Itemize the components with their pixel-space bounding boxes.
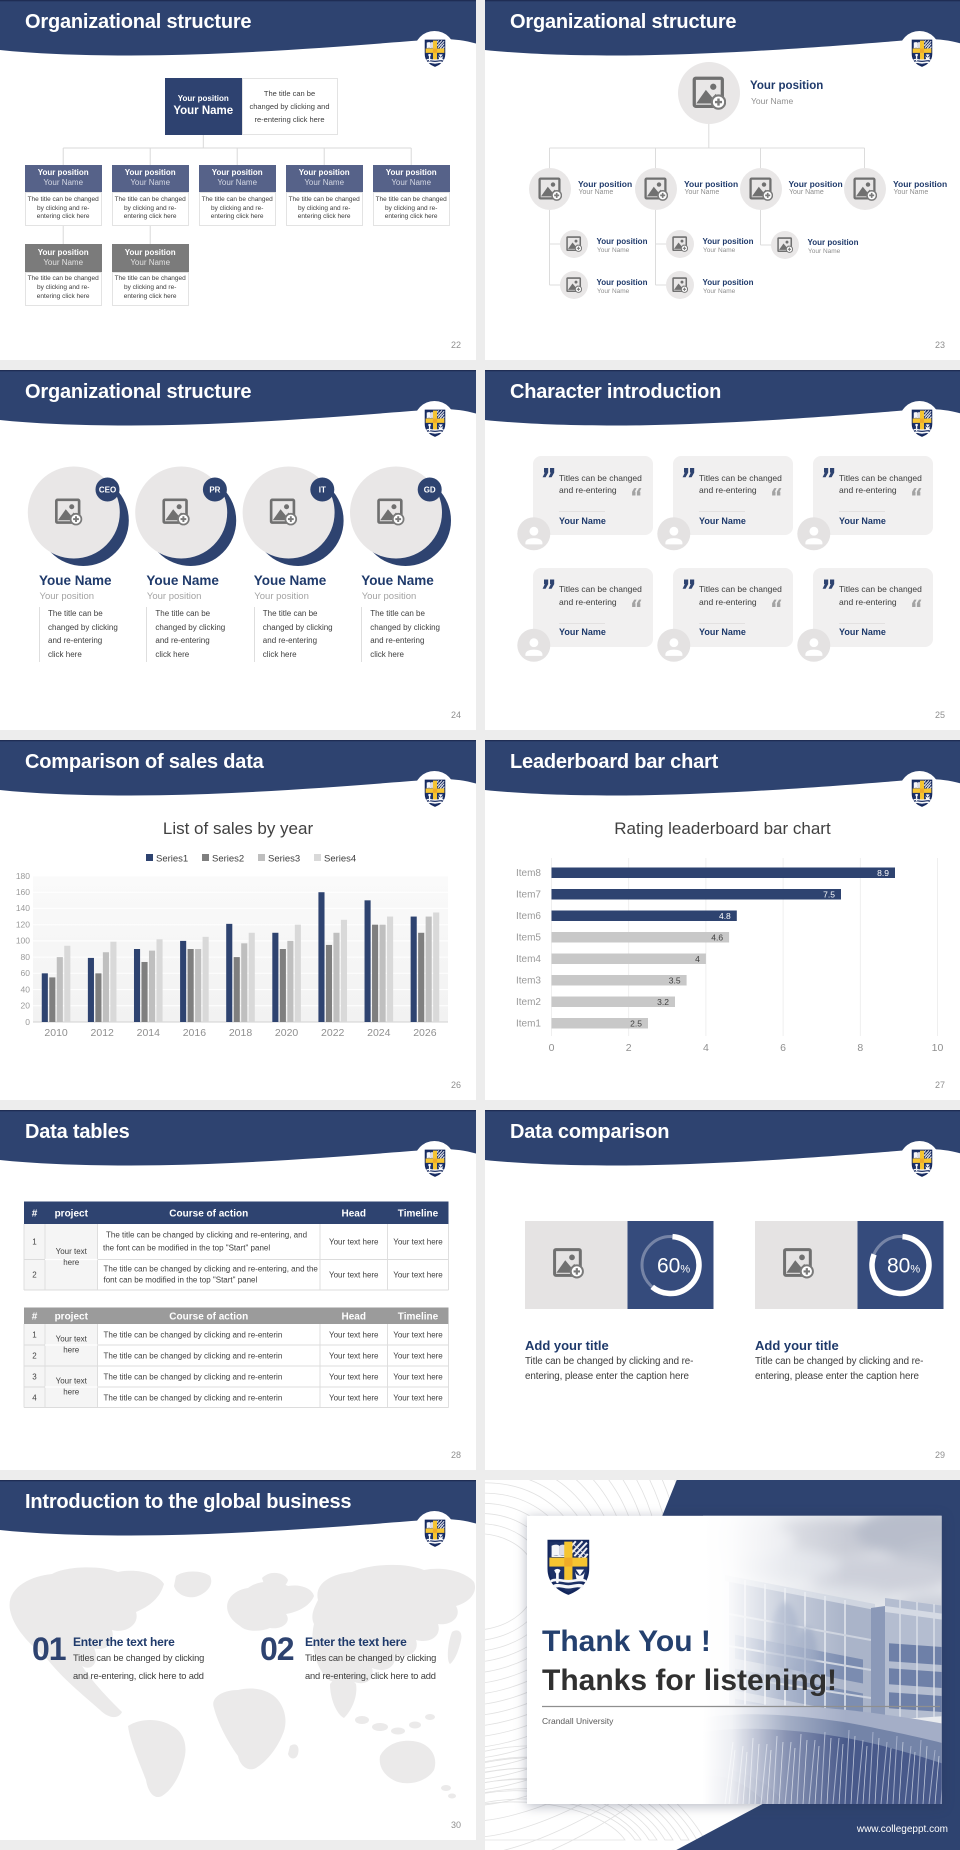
svg-text:4.8: 4.8 <box>719 911 731 921</box>
svg-text:7.5: 7.5 <box>823 889 835 899</box>
svg-text:CEO: CEO <box>99 486 116 495</box>
svg-text:8: 8 <box>857 1042 863 1054</box>
svg-text:Item2: Item2 <box>516 997 541 1008</box>
svg-text:IT: IT <box>319 486 326 495</box>
svg-text:The title can be changed by cl: The title can be changed by clicking and… <box>104 1373 283 1382</box>
svg-text:80: 80 <box>21 952 31 962</box>
svg-text:Your text here: Your text here <box>329 1373 379 1382</box>
svg-text:180: 180 <box>16 871 30 881</box>
svg-text:Head: Head <box>342 1312 366 1323</box>
svg-text:The title can be changed by cl: The title can be changed by clicking and… <box>104 1352 283 1361</box>
svg-text:The title can be changed by cl: The title can be changed by clicking and… <box>104 1394 283 1403</box>
svg-text:Your text: Your text <box>56 1247 88 1256</box>
svg-text:Item8: Item8 <box>516 868 541 879</box>
svg-text:4.6: 4.6 <box>711 932 723 942</box>
svg-text:100: 100 <box>16 936 30 946</box>
svg-text:here: here <box>63 1346 80 1355</box>
svg-text:Your text here: Your text here <box>393 1238 443 1247</box>
svg-text:20: 20 <box>21 1001 31 1011</box>
svg-text:#: # <box>32 1312 38 1323</box>
svg-text:4: 4 <box>32 1394 37 1403</box>
svg-text:4: 4 <box>695 954 700 964</box>
svg-text:Course of action: Course of action <box>169 1312 248 1323</box>
svg-text:6: 6 <box>780 1042 786 1054</box>
svg-text:3: 3 <box>32 1373 37 1382</box>
svg-text:GD: GD <box>424 486 436 495</box>
svg-text:0: 0 <box>549 1042 555 1054</box>
svg-text:The title can be changed by cl: The title can be changed by clicking and… <box>104 1265 319 1274</box>
svg-text:Your text here: Your text here <box>329 1352 379 1361</box>
svg-text:Timeline: Timeline <box>398 1209 439 1220</box>
svg-text:2026: 2026 <box>413 1027 437 1039</box>
svg-text:Item6: Item6 <box>516 911 541 922</box>
svg-text:Head: Head <box>342 1209 366 1220</box>
svg-text:10: 10 <box>932 1042 944 1054</box>
svg-text:Your text here: Your text here <box>393 1271 443 1280</box>
svg-text:Item1: Item1 <box>516 1019 541 1030</box>
svg-text:Your text here: Your text here <box>329 1394 379 1403</box>
svg-text:Item4: Item4 <box>516 954 541 965</box>
svg-text:60: 60 <box>21 968 31 978</box>
svg-text:3.5: 3.5 <box>669 975 681 985</box>
svg-text:0: 0 <box>25 1017 30 1027</box>
svg-text:Your text here: Your text here <box>393 1373 443 1382</box>
svg-text:2: 2 <box>626 1042 632 1054</box>
svg-text:Item3: Item3 <box>516 976 541 987</box>
svg-text:2016: 2016 <box>183 1027 207 1039</box>
svg-text:8.9: 8.9 <box>877 868 889 878</box>
svg-text:#: # <box>32 1209 38 1220</box>
svg-text:Your text here: Your text here <box>329 1331 379 1340</box>
svg-text:Your text here: Your text here <box>329 1271 379 1280</box>
svg-text:Your text: Your text <box>56 1335 88 1344</box>
svg-text:Your text here: Your text here <box>393 1331 443 1340</box>
svg-text:Your text here: Your text here <box>393 1394 443 1403</box>
svg-text:2.5: 2.5 <box>630 1018 642 1028</box>
svg-text:project: project <box>55 1209 89 1220</box>
svg-text:font can be modified in the to: font can be modified in the top "Start" … <box>104 1276 258 1285</box>
svg-text:2014: 2014 <box>137 1027 161 1039</box>
svg-text:Series3: Series3 <box>268 854 300 865</box>
svg-text:2: 2 <box>32 1352 37 1361</box>
svg-text:Item5: Item5 <box>516 933 541 944</box>
svg-text:120: 120 <box>16 920 30 930</box>
svg-text:Your text: Your text <box>56 1377 88 1386</box>
svg-text:Course of action: Course of action <box>169 1209 248 1220</box>
svg-text:The title can be changed by cl: The title can be changed by clicking and… <box>106 1231 307 1240</box>
svg-text:3.2: 3.2 <box>657 997 669 1007</box>
svg-text:Series2: Series2 <box>212 854 244 865</box>
svg-text:2: 2 <box>32 1271 37 1280</box>
svg-text:1: 1 <box>32 1238 37 1247</box>
svg-text:2020: 2020 <box>275 1027 299 1039</box>
svg-text:Your text here: Your text here <box>329 1238 379 1247</box>
svg-text:160: 160 <box>16 887 30 897</box>
svg-text:40: 40 <box>21 984 31 994</box>
svg-text:The title can be changed by cl: The title can be changed by clicking and… <box>104 1331 283 1340</box>
svg-text:here: here <box>63 1388 80 1397</box>
svg-text:the font can be modified in th: the font can be modified in the top "Sta… <box>103 1244 270 1253</box>
svg-text:140: 140 <box>16 903 30 913</box>
svg-text:project: project <box>55 1312 89 1323</box>
svg-text:Item7: Item7 <box>516 890 541 901</box>
svg-text:2022: 2022 <box>321 1027 345 1039</box>
svg-text:Timeline: Timeline <box>398 1312 439 1323</box>
svg-text:here: here <box>63 1258 80 1267</box>
svg-text:Series4: Series4 <box>324 854 356 865</box>
svg-text:2012: 2012 <box>91 1027 115 1039</box>
svg-text:2010: 2010 <box>44 1027 68 1039</box>
svg-text:4: 4 <box>703 1042 709 1054</box>
svg-text:Series1: Series1 <box>156 854 188 865</box>
svg-text:2024: 2024 <box>367 1027 391 1039</box>
svg-text:Your text here: Your text here <box>393 1352 443 1361</box>
svg-text:2018: 2018 <box>229 1027 253 1039</box>
svg-text:PR: PR <box>209 486 220 495</box>
svg-text:1: 1 <box>32 1331 37 1340</box>
